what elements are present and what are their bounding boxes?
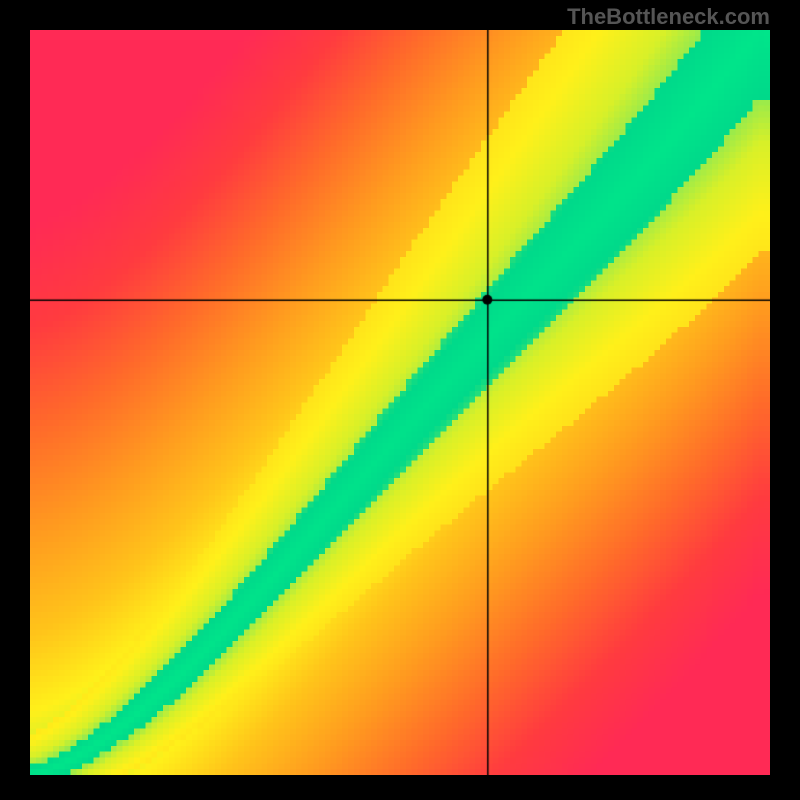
watermark-text: TheBottleneck.com [567,4,770,30]
chart-container: TheBottleneck.com [0,0,800,800]
crosshair-overlay [30,30,770,775]
